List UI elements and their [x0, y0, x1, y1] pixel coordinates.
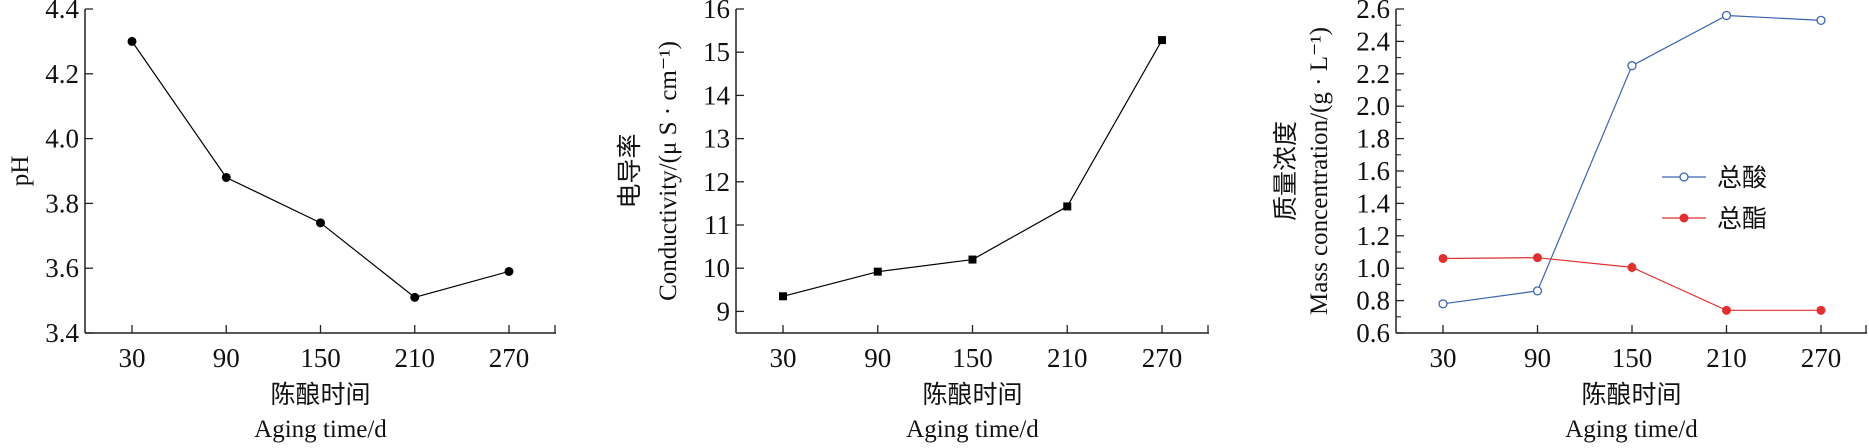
- y-tick-label: 13: [703, 124, 730, 154]
- y-tick-label: 10: [703, 253, 730, 283]
- series-line-1: [1442, 14, 1822, 305]
- x-tick-label: 150: [300, 343, 341, 373]
- data-point: [1722, 305, 1731, 315]
- legend-marker: [1679, 213, 1689, 223]
- x-axis-label: Aging time/d: [906, 416, 1039, 443]
- y-tick-label: 2.2: [1356, 59, 1390, 89]
- data-point: [316, 218, 325, 228]
- x-axis-label-cn: 陈酿时间: [1581, 381, 1681, 409]
- data-point: [221, 172, 231, 182]
- chart-panel-3: 0.60.81.01.21.41.61.82.02.22.42.6 30 90 150…: [1272, 0, 1867, 443]
- x-axis-label: Aging time/d: [1565, 416, 1698, 443]
- data-point: [968, 255, 977, 264]
- legend-marker: [1679, 172, 1689, 182]
- y-tick-label: 2.0: [1356, 91, 1390, 121]
- y-tick-label: 1.6: [1356, 156, 1390, 186]
- chart-panel-1: 3.4 3.6 3.8 4.0 4.2 4.4 30 90 150 210 270 陈酿时间 Aging…: [7, 0, 556, 443]
- y-tick-label: 0.8: [1356, 286, 1390, 316]
- data-point: [1533, 253, 1542, 263]
- x-tick-label: 90: [864, 343, 891, 373]
- data-point: [1816, 15, 1826, 25]
- data-point: [1721, 10, 1732, 21]
- data-point: [779, 292, 787, 301]
- y-tick-label: 3.6: [45, 253, 79, 283]
- data-point: [127, 36, 137, 46]
- x-tick-label: 150: [1612, 343, 1653, 373]
- y-axis-label: Mass concentration/(g · L⁻¹): [1306, 27, 1333, 315]
- x-axis-label-cn: 陈酿时间: [922, 381, 1022, 409]
- y-tick-label: 1.4: [1356, 188, 1390, 218]
- x-axis-label-cn: 陈酿时间: [270, 381, 370, 409]
- x-tick-label: 210: [1047, 343, 1088, 373]
- y-tick-label: 9: [717, 296, 731, 326]
- y-tick-label: 0.6: [1356, 318, 1390, 348]
- y-tick-label: 4.2: [45, 59, 79, 89]
- data-point: [1532, 286, 1543, 296]
- y-axis-label-cn: 电导率: [616, 133, 644, 208]
- x-tick-label: 30: [119, 343, 146, 373]
- legend-label: 总酯: [1717, 205, 1767, 233]
- y-axis-label: Conductivity/(μ S · cm⁻¹): [655, 41, 682, 301]
- x-tick-label: 90: [213, 343, 240, 373]
- data-point: [1438, 253, 1448, 263]
- data-point: [1438, 299, 1448, 309]
- y-tick-label: 1.2: [1356, 221, 1390, 251]
- y-tick-label: 16: [703, 0, 730, 24]
- x-tick-label: 210: [395, 343, 436, 373]
- y-tick-label: 15: [703, 37, 730, 67]
- data-point: [1627, 61, 1637, 71]
- data-point: [1158, 36, 1166, 45]
- y-axis-label-cn: 质量浓度: [1272, 121, 1300, 221]
- y-tick-label: 11: [704, 210, 730, 240]
- data-point: [873, 267, 882, 276]
- data-point: [504, 266, 514, 276]
- x-tick-label: 150: [952, 343, 993, 373]
- y-tick-label: 2.6: [1356, 0, 1390, 24]
- data-point: [1816, 305, 1826, 315]
- legend-label: 总酸: [1717, 164, 1767, 192]
- y-tick-label: 14: [703, 80, 731, 110]
- x-axis-label: Aging time/d: [254, 416, 387, 443]
- data-point: [1063, 202, 1072, 211]
- y-tick-label: 12: [703, 167, 730, 197]
- data-point: [410, 292, 420, 302]
- x-tick-label: 270: [1801, 343, 1842, 373]
- y-tick-label: 1.8: [1356, 124, 1390, 154]
- chart-panel-2: 9 10 11 12 13 14 15 16 30 90 150 210 270 陈酿时间 Aging ti…: [616, 0, 1209, 443]
- x-tick-label: 270: [489, 343, 530, 373]
- y-tick-label: 1.0: [1356, 253, 1390, 283]
- y-axis-label: pH: [7, 156, 34, 187]
- y-tick-label: 2.4: [1356, 26, 1390, 56]
- x-tick-label: 30: [1430, 343, 1457, 373]
- x-tick-label: 90: [1524, 343, 1551, 373]
- y-tick-label: 4.0: [45, 124, 79, 154]
- series-line-1: [131, 41, 510, 299]
- x-tick-label: 210: [1706, 343, 1747, 373]
- y-tick-label: 4.4: [45, 0, 79, 24]
- y-tick-label: 3.4: [45, 318, 79, 348]
- y-tick-label: 3.8: [45, 188, 79, 218]
- x-tick-label: 270: [1142, 343, 1183, 373]
- x-tick-label: 30: [770, 343, 797, 373]
